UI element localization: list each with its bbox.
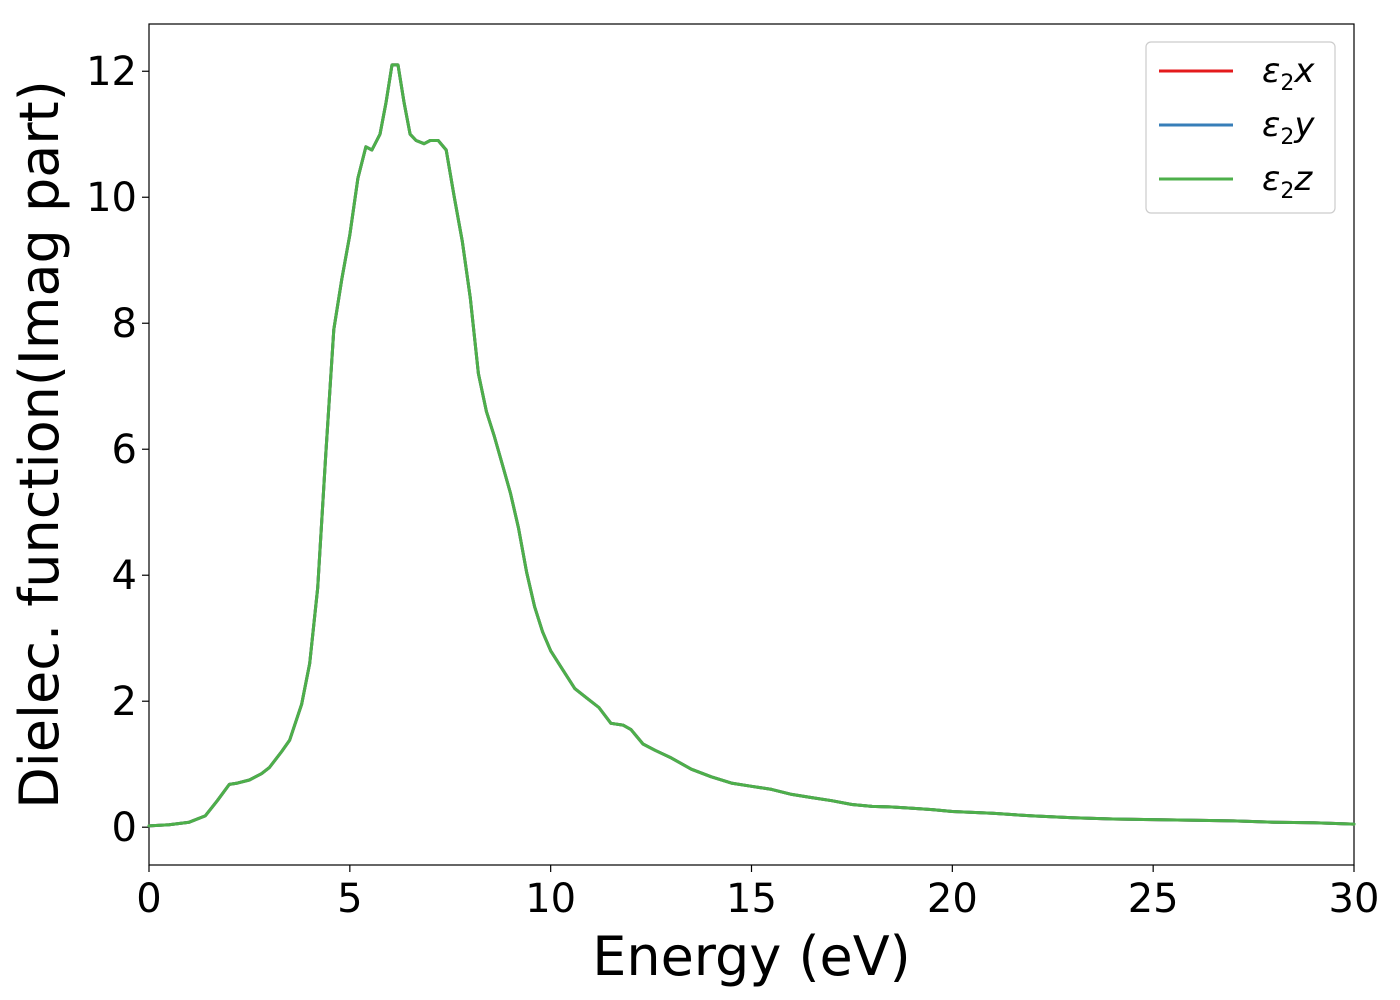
x-tick-label: 10 [525, 876, 576, 922]
x-axis-title: Energy (eV) [592, 925, 911, 988]
y-tick-label: 12 [86, 49, 137, 95]
legend-label-x: ε2x [1262, 51, 1315, 96]
x-tick-label: 20 [927, 876, 978, 922]
x-tick-label: 15 [726, 876, 777, 922]
x-tick-label: 25 [1128, 876, 1179, 922]
x-tick-label: 30 [1329, 876, 1380, 922]
x-tick-label: 0 [136, 876, 161, 922]
y-tick-label: 4 [112, 553, 137, 599]
y-tick-label: 2 [112, 679, 137, 725]
y-tick-label: 10 [86, 175, 137, 221]
series-line-z [147, 63, 1356, 828]
legend-label-z: ε2z [1262, 159, 1313, 204]
legend-label-y: ε2y [1262, 105, 1315, 150]
series-lines [147, 63, 1356, 828]
legend: ε2x ε2y ε2z [1145, 41, 1336, 214]
x-tick-label: 5 [337, 876, 362, 922]
legend-box [1145, 41, 1336, 214]
y-tick-label: 0 [112, 805, 137, 851]
y-axis-title: Dielec. function(Imag part) [8, 80, 71, 809]
y-tick-label: 6 [112, 427, 137, 473]
tick-layer: 0 5 10 15 20 25 30 0 2 4 6 8 10 12 [86, 49, 1379, 922]
y-tick-label: 8 [112, 301, 137, 347]
